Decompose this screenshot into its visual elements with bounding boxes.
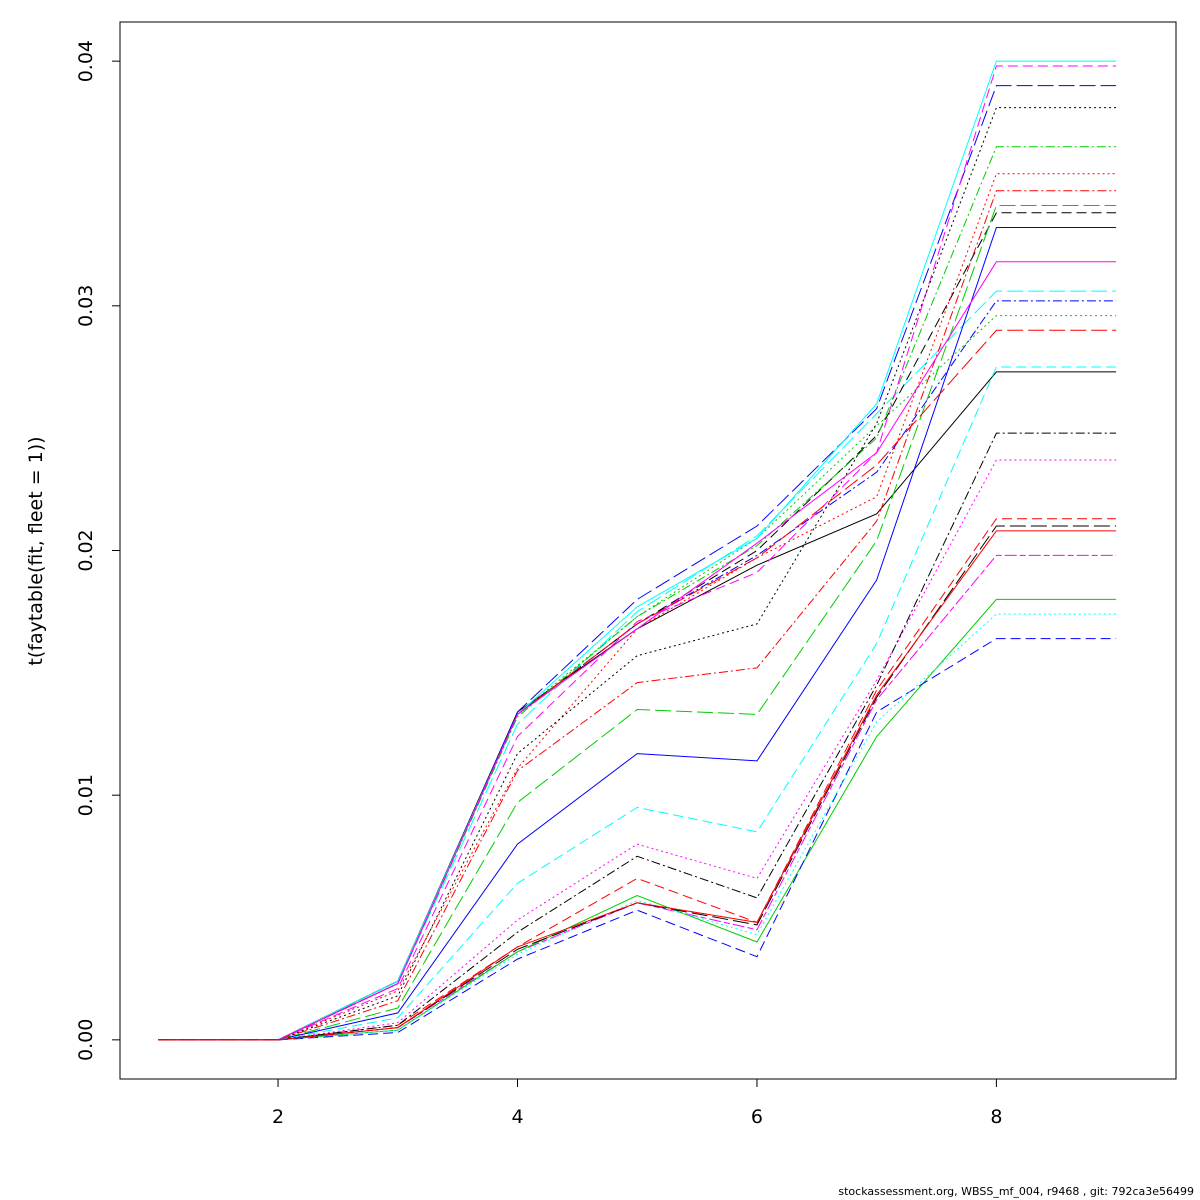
series-line-23	[158, 613, 1117, 1041]
series-line-18	[158, 459, 1117, 1041]
series-line-25	[158, 525, 1117, 1041]
series-line-6	[158, 554, 1117, 1041]
series-line-5	[158, 290, 1117, 1041]
x-tick-label-6: 6	[751, 1106, 763, 1128]
series-line-4	[158, 300, 1117, 1041]
series-line-22	[158, 638, 1117, 1041]
y-tick-label-1: 0.01	[75, 774, 97, 816]
series-line-11	[158, 60, 1117, 1041]
series-line-17	[158, 366, 1117, 1041]
series-line-21	[158, 598, 1117, 1041]
series-line-14	[158, 190, 1117, 1041]
y-axis: 0.00 0.01 0.02 0.03 0.04	[75, 40, 120, 1061]
y-tick-label-2: 0.02	[75, 529, 97, 571]
x-tick-label-8: 8	[990, 1106, 1002, 1128]
y-tick-label-3: 0.03	[75, 285, 97, 327]
series-line-9	[158, 146, 1117, 1041]
series-line-1	[158, 371, 1117, 1041]
series-line-3	[158, 315, 1117, 1041]
series-line-13	[158, 107, 1117, 1041]
series-line-24	[158, 261, 1117, 1041]
y-axis-label: t(faytable(fit, fleet = 1))	[25, 436, 47, 665]
y-tick-label-4: 0.04	[75, 40, 97, 82]
x-axis: 2 4 6 8	[272, 1078, 1002, 1128]
series-line-10	[158, 85, 1117, 1041]
x-tick-label-4: 4	[511, 1106, 523, 1128]
series-layer	[158, 60, 1117, 1041]
footer-caption: stockassessment.org, WBSS_mf_004, r9468 …	[838, 1185, 1194, 1198]
y-tick-label-0: 0.00	[75, 1019, 97, 1061]
series-line-20	[158, 329, 1117, 1041]
series-line-26	[158, 530, 1117, 1041]
series-line-19	[158, 432, 1117, 1041]
series-line-2	[158, 518, 1117, 1041]
plot-frame	[119, 21, 1177, 1080]
x-tick-label-2: 2	[272, 1106, 284, 1128]
series-line-16	[158, 227, 1117, 1041]
series-line-12	[158, 65, 1117, 1041]
series-line-15	[158, 205, 1117, 1041]
